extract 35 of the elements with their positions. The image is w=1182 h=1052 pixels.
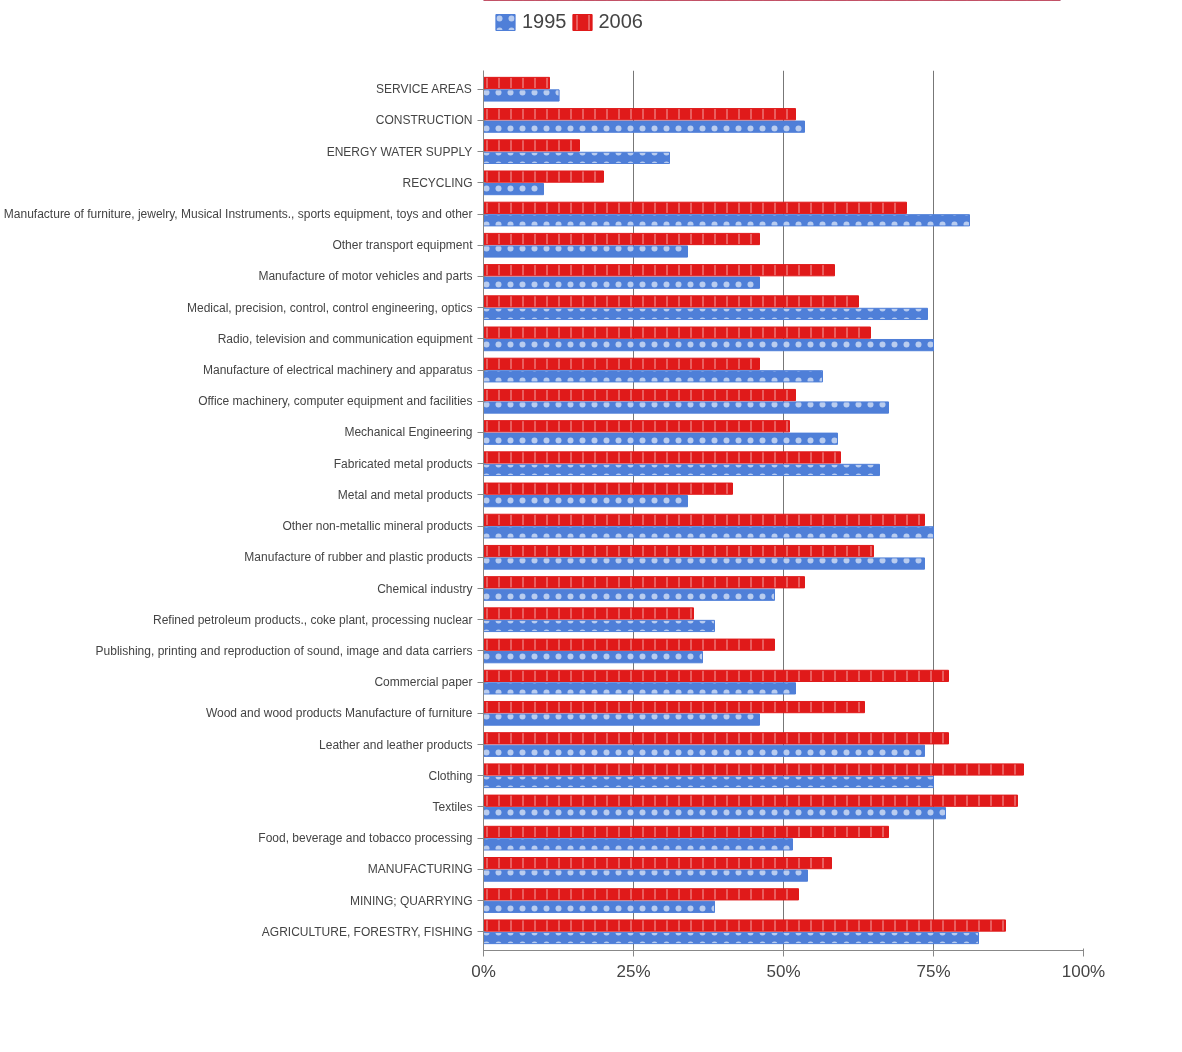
x-tick-label: 25% [616, 961, 651, 981]
y-tick-label: CONSTRUCTION [375, 113, 473, 128]
y-tick-label: Other non-metallic mineral products [282, 519, 473, 534]
y-tick-label: Office machinery, computer equipment and facilities [198, 394, 473, 409]
y-tick-label: Radio, television and communication equipment [217, 331, 474, 346]
y-tick-label: Publishing, printing and reproduction of sound, image and data carriers [95, 643, 473, 658]
y-tick-label: Chemical industry [377, 581, 473, 596]
y-tick-label: Textiles [432, 799, 473, 814]
y-tick-label: Metal and metal products [337, 487, 473, 502]
legend-label: 1995 [522, 10, 567, 33]
y-tick-label: Manufacture of furniture, jewelry, Musical Instruments., sports equipment, toys and other [3, 207, 473, 222]
x-tick-label: 0% [471, 961, 496, 981]
y-tick-label: MANUFACTURING [367, 862, 473, 877]
y-tick-label: Mechanical Engineering [344, 425, 473, 440]
y-tick-label: Manufacture of motor vehicles and parts [258, 269, 473, 284]
y-tick-label: SERVICE AREAS [376, 82, 472, 97]
x-tick-label: 50% [766, 961, 801, 981]
y-tick-label: RECYCLING [402, 175, 473, 190]
x-tick-label: 75% [916, 961, 951, 981]
y-tick-label: ENERGY WATER SUPPLY [326, 144, 473, 159]
y-tick-label: Fabricated metal products [333, 456, 473, 471]
x-tick-label: 100% [1061, 961, 1106, 981]
legend-label: 2006 [598, 10, 643, 33]
y-tick-label: Commercial paper [374, 675, 473, 690]
y-tick-label: Manufacture of electrical machinery and apparatus [203, 363, 473, 378]
y-tick-label: Manufacture of rubber and plastic products [244, 550, 473, 565]
y-tick-label: MINING; QUARRYING [350, 893, 473, 908]
y-tick-label: AGRICULTURE, FORESTRY, FISHING [261, 924, 473, 939]
y-tick-label: Food, beverage and tobacco processing [258, 831, 473, 846]
y-tick-label: Wood and wood products Manufacture of furniture [205, 706, 473, 721]
y-tick-label: Medical, precision, control, control engineering, optics [187, 300, 473, 315]
y-tick-label: Leather and leather products [319, 737, 473, 752]
y-tick-label: Clothing [428, 768, 473, 783]
y-tick-label: Refined petroleum products., coke plant, processing nuclear [152, 612, 473, 627]
y-tick-label: Other transport equipment [332, 238, 474, 253]
